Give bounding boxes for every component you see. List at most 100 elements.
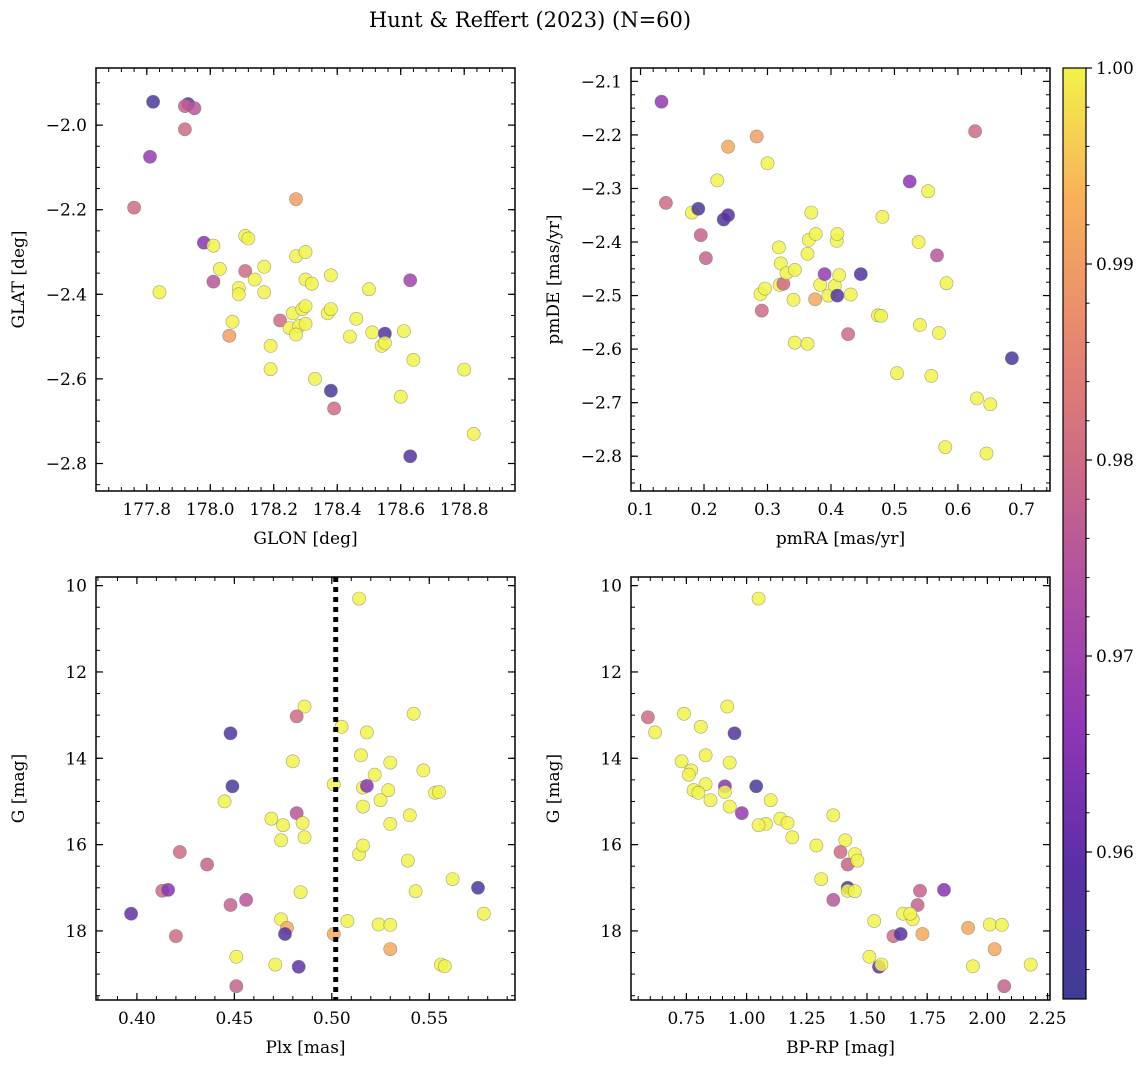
scatter-point xyxy=(674,754,689,769)
scatter-point xyxy=(826,893,841,907)
y-axis-label: G [mag] xyxy=(544,754,564,823)
y-tick-label: 14 xyxy=(65,749,87,769)
scatter-point xyxy=(826,808,841,823)
scatter-point xyxy=(342,329,357,344)
colorbar: 0.96 0.97 0.98 0.99 1.00 xyxy=(1062,59,1134,1000)
scatter-point xyxy=(921,184,935,199)
scatter-point xyxy=(893,927,908,941)
scatter-point xyxy=(913,883,927,898)
figure-title: Hunt & Reffert (2023) (N=60) xyxy=(369,8,691,32)
scatter-point xyxy=(247,272,262,287)
scatter-point xyxy=(727,726,742,741)
scatter-point xyxy=(152,285,167,300)
scatter-point xyxy=(217,794,232,809)
y-tick-label: −2.0 xyxy=(46,116,87,136)
colorbar-gradient xyxy=(1062,67,1087,1000)
scatter-point xyxy=(359,725,374,740)
colorbar-tick-label: 0.98 xyxy=(1096,451,1134,471)
scatter-point xyxy=(800,246,815,261)
scatter-point xyxy=(402,808,417,823)
scatter-point xyxy=(293,885,308,899)
scatter-point xyxy=(785,830,800,845)
scatter-point xyxy=(323,302,338,316)
panel-plx-g: 0.40 0.45 0.50 0.55 10 12 14 16 18 Plx [mas] G [ma… xyxy=(9,576,516,1058)
x-axis-label: pmRA [mas/yr] xyxy=(776,529,905,549)
scatter-point xyxy=(722,799,737,814)
scatter-point xyxy=(970,391,984,406)
y-tick-label: 10 xyxy=(600,577,622,597)
scatter-point xyxy=(760,156,775,171)
y-tick-label: −2.3 xyxy=(581,179,622,199)
scatter-point xyxy=(225,779,240,794)
scatter-point xyxy=(212,261,227,276)
x-tick-label: 1.00 xyxy=(728,1009,766,1029)
scatter-point xyxy=(721,139,735,154)
scatter-point xyxy=(437,959,452,974)
scatter-point xyxy=(703,793,718,808)
scatter-point xyxy=(787,335,802,350)
scatter-point xyxy=(289,709,304,724)
scatter-point xyxy=(982,917,997,932)
scatter-point xyxy=(804,205,819,220)
scatter-point xyxy=(168,929,183,943)
x-tick-label: 0.55 xyxy=(410,1009,448,1029)
x-tick-label: 2.25 xyxy=(1029,1009,1067,1029)
scatter-point xyxy=(263,362,278,377)
scatter-point xyxy=(853,267,868,281)
scatter-point xyxy=(693,228,708,242)
scatter-point xyxy=(276,818,290,833)
scatter-point xyxy=(383,918,398,932)
scatter-point xyxy=(278,927,292,941)
scatter-point xyxy=(983,397,998,412)
x-tick-label: 0.3 xyxy=(754,500,781,520)
scatter-point xyxy=(445,872,460,886)
scatter-point xyxy=(241,231,256,246)
x-tick-label: 0.2 xyxy=(690,500,717,520)
scatter-point xyxy=(721,208,735,223)
x-tick-label: 0.75 xyxy=(667,1009,705,1029)
x-axis-label: Plx [mas] xyxy=(265,1038,345,1058)
y-tick-label: 10 xyxy=(65,577,87,597)
scatter-point xyxy=(285,754,300,769)
scatter-point xyxy=(751,591,766,606)
scatter-point xyxy=(932,326,946,340)
x-tick-label: 178.4 xyxy=(313,500,362,520)
scatter-point xyxy=(367,767,382,782)
x-tick-label: 0.6 xyxy=(944,500,971,520)
y-tick-label: 12 xyxy=(600,663,622,683)
scatter-point xyxy=(780,816,795,830)
scatter-point xyxy=(874,957,889,972)
panel-bprp-g: 0.75 1.00 1.25 1.50 1.75 2.00 2.25 10 12 14 16 18 BP… xyxy=(544,576,1067,1058)
scatter-point xyxy=(297,830,312,845)
scatter-point xyxy=(814,872,829,886)
scatter-point xyxy=(373,793,388,808)
scatter-point xyxy=(352,591,366,606)
scatter-point xyxy=(229,979,244,994)
y-tick-label: 18 xyxy=(600,922,622,942)
scatter-point xyxy=(356,838,370,853)
scatter-point xyxy=(722,755,737,770)
scatter-point xyxy=(239,893,253,907)
x-tick-label: 0.4 xyxy=(817,500,844,520)
scatter-point xyxy=(677,706,691,721)
scatter-point xyxy=(295,816,310,830)
scatter-point xyxy=(365,325,380,340)
scatter-point xyxy=(939,276,954,291)
scatter-point xyxy=(749,779,764,794)
scatter-point xyxy=(371,917,386,932)
scatter-point xyxy=(1023,957,1038,972)
y-tick-label: −2.8 xyxy=(581,447,622,467)
scatter-point xyxy=(787,262,802,277)
scatter-point xyxy=(359,779,374,793)
scatter-point xyxy=(257,259,272,274)
scatter-point xyxy=(298,299,313,313)
scatter-point xyxy=(257,285,272,300)
scatter-point xyxy=(206,238,221,253)
scatter-point xyxy=(297,699,312,714)
scatter-point xyxy=(808,292,822,307)
scatter-point xyxy=(124,906,139,921)
scatter-point xyxy=(890,366,904,381)
scatter-point xyxy=(308,371,322,386)
scatter-point xyxy=(383,817,398,831)
scatter-point xyxy=(968,124,982,139)
